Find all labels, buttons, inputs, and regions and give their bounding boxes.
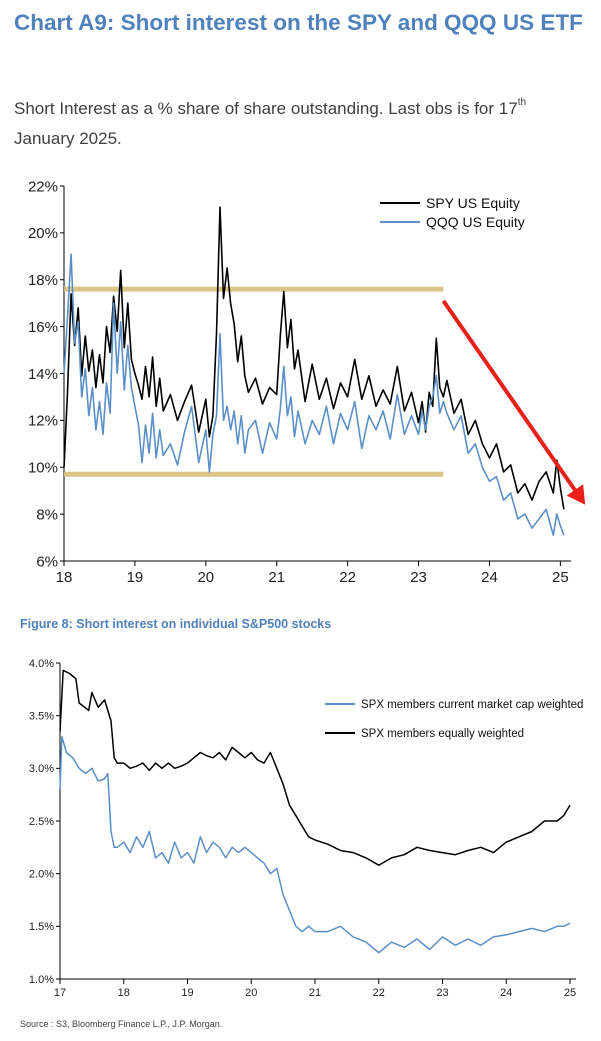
x-tick-label: 21 (309, 987, 321, 999)
y-tick-label: 16% (28, 319, 58, 336)
figure-8-title: Figure 8: Short interest on individual S… (20, 617, 332, 631)
x-tick-label: 19 (127, 569, 144, 586)
x-tick-label: 23 (436, 987, 448, 999)
y-tick-label: 10% (28, 460, 58, 477)
chart-subtitle: Short Interest as a % share of share out… (14, 88, 594, 154)
sp500-short-interest-chart: 1.0% 1.5% 2.0% 2.5% 3.0% 3.5% 4.0% 17 18 19 20 21 22… (29, 658, 584, 999)
y-tick-label: 22% (28, 178, 58, 195)
legend-label-qqq-us-equity: QQQ US Equity (426, 214, 525, 230)
x-tick-label: 24 (500, 987, 512, 999)
trend-arrow-shaft (441, 299, 577, 492)
x-tick-label: 23 (410, 569, 427, 586)
y-tick-label: 3.0% (29, 763, 54, 775)
source-note: Source : S3, Bloomberg Finance L.P., J.P… (20, 1019, 223, 1029)
legend-label-spy-us-equity: SPY US Equity (426, 195, 520, 211)
x-tick-label: 17 (54, 987, 66, 999)
x-tick-label: 25 (552, 569, 569, 586)
series-line-spy-us-equity (63, 206, 565, 510)
y-tick-label: 14% (28, 366, 58, 383)
y-tick-label: 18% (28, 272, 58, 289)
series-line-spx-members-current-market-cap-weighted (59, 735, 571, 954)
x-tick-label: 20 (197, 569, 214, 586)
subtitle-date: January 2025. (14, 129, 122, 148)
y-tick-label: 1.5% (29, 921, 54, 933)
y-tick-label: 2.5% (29, 816, 54, 828)
y-tick-label: 1.0% (29, 974, 54, 986)
y-tick-label: 2.0% (29, 869, 54, 881)
x-tick-label: 25 (564, 987, 576, 999)
x-tick-label: 18 (56, 569, 73, 586)
trend-arrow-head (566, 484, 586, 505)
x-tick-label: 18 (118, 987, 130, 999)
y-tick-label: 4.0% (29, 658, 54, 670)
spy-qqq-short-interest-chart: 6% 8% 10% 12% 14% 16% 18% 20% 22% 18 19 20 21 22 23 24 2… (28, 178, 586, 586)
y-tick-label: 20% (28, 225, 58, 242)
subtitle-superscript: th (517, 97, 527, 108)
legend-label-spx-members-equally-weighted: SPX members equally weighted (361, 728, 524, 740)
x-tick-label: 21 (268, 569, 285, 586)
legend-label-spx-members-current-market-cap-weighted: SPX members current market cap weighted (361, 699, 583, 711)
x-tick-label: 22 (339, 569, 356, 586)
x-tick-label: 22 (373, 987, 385, 999)
series-line-spx-members-equally-weighted (59, 669, 571, 866)
y-tick-label: 8% (36, 506, 58, 523)
x-tick-label: 20 (245, 987, 257, 999)
x-tick-label: 19 (181, 987, 193, 999)
series-line-qqq-us-equity (63, 253, 565, 536)
y-tick-label: 6% (36, 553, 58, 570)
x-tick-label: 24 (481, 569, 498, 586)
subtitle-text: Short Interest as a % share of share out… (14, 99, 518, 118)
y-tick-label: 3.5% (29, 711, 54, 723)
y-tick-label: 12% (28, 413, 58, 430)
chart-title: Chart A9: Short interest on the SPY and … (14, 10, 583, 35)
